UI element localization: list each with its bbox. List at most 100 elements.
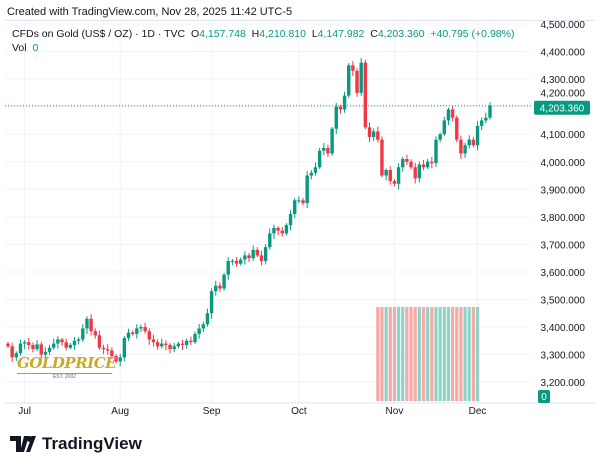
candle-body (396, 167, 401, 184)
candle-body (97, 335, 102, 348)
price-tick-label: 3,300.000 (541, 351, 586, 362)
candle-body (413, 167, 417, 179)
candle-body (297, 200, 301, 202)
candle-body (218, 285, 222, 289)
candle-body (479, 120, 484, 126)
close-label: C (370, 28, 378, 40)
time-tick-label: Nov (386, 406, 404, 417)
symbol-title[interactable]: CFDs on Gold (US$ / OZ) · 1D · TVC (12, 28, 186, 40)
candle-body (64, 342, 68, 348)
candle-body (93, 331, 97, 336)
volume-label: Vol (12, 42, 27, 54)
candle-body (401, 158, 405, 168)
candle-body (272, 227, 276, 234)
candle-body (313, 167, 318, 173)
candle-body (147, 331, 151, 340)
volume-bar (405, 307, 409, 401)
volume-bar (438, 307, 442, 401)
candle-body (238, 259, 243, 264)
candle-body (10, 346, 14, 358)
candle-body (359, 62, 363, 93)
ohlc-legend: CFDs on Gold (US$ / OZ) · 1D · TVC O4,15… (12, 28, 514, 40)
candle-body (467, 139, 471, 146)
candle-body (22, 342, 27, 344)
price-tick-label: 4,000.000 (541, 158, 586, 169)
chart-frame[interactable] (5, 20, 595, 407)
volume-bar (430, 307, 434, 401)
candle-body (222, 274, 226, 289)
volume-bar (421, 307, 426, 401)
candle-body (280, 230, 284, 234)
candle-body (475, 125, 480, 146)
candle-body (392, 181, 397, 184)
time-tick-label: Jul (18, 406, 31, 417)
candle-body (118, 357, 122, 362)
volume-bar (388, 307, 392, 401)
candle-body (155, 342, 160, 347)
tradingview-brand: TradingView (42, 434, 142, 453)
candle-body (197, 328, 201, 334)
candle-body (143, 327, 147, 332)
candle-body (405, 158, 409, 162)
candle-body (255, 249, 260, 256)
tradingview-logo-icon (10, 436, 36, 452)
candle-body (89, 318, 93, 332)
candle-body (284, 225, 289, 234)
candle-body (31, 344, 35, 350)
candle-body (164, 343, 168, 345)
candle-body (363, 62, 368, 128)
candle-body (209, 291, 214, 314)
change-value: +40.795 (+0.98%) (430, 28, 515, 40)
time-tick-label: Aug (111, 406, 129, 417)
candle-body (76, 339, 81, 341)
time-tick-label: Sep (203, 406, 221, 417)
open-label: O (190, 28, 200, 40)
candle-body (27, 342, 31, 345)
candle-body (193, 333, 197, 343)
candle-body (110, 350, 114, 356)
volume-axis-label: 0 (541, 392, 547, 403)
candle-body (434, 139, 438, 164)
volume-bar (455, 307, 459, 401)
watermark-subtext: EST. 2002 (17, 373, 112, 380)
candle-body (376, 131, 380, 140)
candle-body (342, 95, 347, 110)
candle-body (450, 109, 455, 118)
candle-body (184, 340, 189, 345)
candle-body (334, 106, 338, 129)
candle-body (47, 347, 52, 352)
candle-body (106, 349, 110, 351)
candle-body (68, 344, 73, 348)
tradingview-logo[interactable]: TradingView (10, 434, 142, 454)
candle-body (268, 233, 272, 248)
last-price-label: 4,203.360 (540, 104, 585, 115)
candle-body (114, 355, 118, 362)
volume-bar (446, 307, 451, 401)
candle-body (484, 117, 488, 121)
volume-bar (384, 307, 388, 401)
candle-body (189, 340, 193, 343)
candle-body (330, 128, 334, 154)
candle-body (301, 200, 305, 204)
created-with-text: Created with TradingView.com, Nov 28, 20… (7, 6, 293, 18)
watermark-text: GOLDPRICE (17, 354, 117, 372)
candle-body (72, 340, 77, 345)
candle-body (6, 343, 10, 347)
price-tick-label: 4,100.000 (541, 130, 586, 141)
time-tick-label: Oct (291, 406, 307, 417)
candle-body (168, 344, 172, 350)
price-tick-label: 3,900.000 (541, 185, 586, 196)
candle-body (214, 285, 218, 292)
price-tick-label: 4,400.000 (541, 48, 586, 59)
price-tick-label: 4,200.000 (541, 89, 586, 100)
candle-body (263, 247, 268, 261)
candle-body (259, 255, 264, 261)
volume-bar (401, 307, 405, 401)
candle-body (139, 327, 143, 329)
volume-bar (380, 307, 384, 401)
candle-body (471, 139, 476, 146)
volume-bar (467, 307, 471, 401)
candle-body (430, 161, 434, 164)
candle-body (39, 344, 43, 355)
